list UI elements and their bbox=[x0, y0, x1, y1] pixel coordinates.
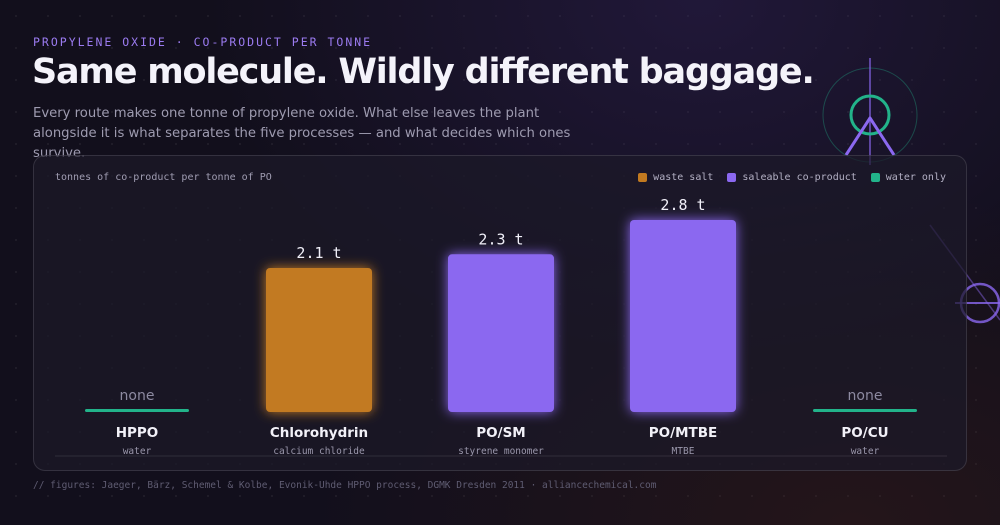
bar-po-mtbe bbox=[630, 220, 736, 412]
bar-po-sm bbox=[448, 254, 554, 412]
legend-label-water: water only bbox=[885, 172, 946, 183]
value-label-po-mtbe: 2.8 t bbox=[660, 196, 705, 214]
page-title: Same molecule. Wildly different baggage. bbox=[32, 52, 815, 92]
co-product-label-po-sm: styrene monomer bbox=[458, 446, 544, 457]
legend-item-saleable: saleable co-product bbox=[727, 172, 857, 183]
source-footer: // figures: Jaeger, Bärz, Schemel & Kolb… bbox=[33, 480, 657, 491]
co-product-label-chlorohydrin: calcium chloride bbox=[273, 446, 365, 457]
bar-chart: none HPPO water 2.1 t Chlorohydrin calcium ch… bbox=[55, 196, 947, 457]
y-axis-label: tonnes of co-product per tonne of PO bbox=[55, 172, 272, 183]
bar-po-cu bbox=[813, 409, 917, 412]
co-product-label-po-mtbe: MTBE bbox=[672, 446, 695, 457]
category-label-hppo: HPPO bbox=[116, 425, 159, 441]
value-label-chlorohydrin: 2.1 t bbox=[296, 244, 341, 262]
bar-chlorohydrin bbox=[266, 268, 372, 412]
legend-swatch-waste-salt bbox=[638, 173, 648, 182]
category-label-po-mtbe: PO/MTBE bbox=[649, 425, 717, 441]
legend-swatch-saleable bbox=[727, 173, 737, 182]
legend-item-water: water only bbox=[870, 172, 946, 183]
value-label-hppo: none bbox=[120, 388, 155, 404]
co-product-label-hppo: water bbox=[123, 446, 152, 457]
value-label-po-sm: 2.3 t bbox=[478, 230, 523, 248]
legend-label-waste-salt: waste salt bbox=[653, 172, 714, 183]
category-label-po-cu: PO/CU bbox=[841, 425, 888, 441]
legend-label-saleable: saleable co-product bbox=[742, 172, 857, 183]
category-label-po-sm: PO/SM bbox=[476, 425, 525, 441]
value-label-po-cu: none bbox=[848, 388, 883, 404]
eyebrow-label: PROPYLENE OXIDE · CO-PRODUCT PER TONNE bbox=[33, 35, 373, 49]
legend-swatch-water bbox=[870, 173, 880, 182]
chart-legend: waste salt saleable co-product water onl… bbox=[638, 172, 946, 183]
category-label-chlorohydrin: Chlorohydrin bbox=[270, 425, 368, 441]
chart-panel: tonnes of co-product per tonne of PO was… bbox=[33, 155, 967, 471]
co-product-label-po-cu: water bbox=[851, 446, 880, 457]
bar-hppo bbox=[85, 409, 189, 412]
legend-item-waste-salt: waste salt bbox=[638, 172, 713, 183]
